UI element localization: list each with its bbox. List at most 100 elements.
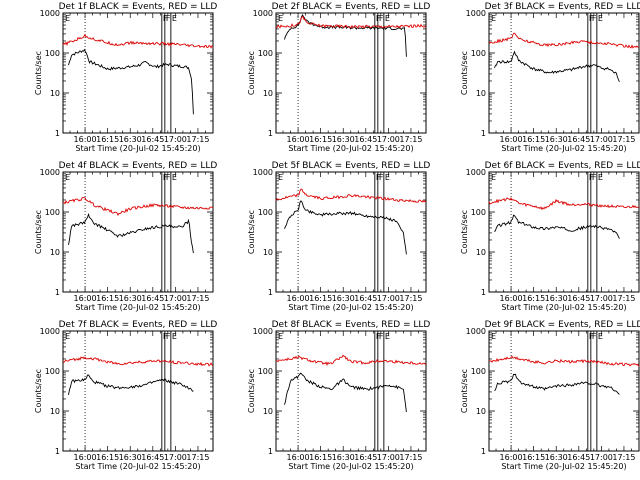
y-tick-label: 10	[50, 89, 60, 98]
y-tick-label: 100	[258, 208, 273, 217]
events-series-line	[284, 372, 407, 413]
y-tick-label: 10	[263, 89, 273, 98]
y-axis-label: Counts/sec	[460, 210, 469, 254]
annotation-label-f: F	[376, 173, 381, 182]
panel-3: Det 3f BLACK = Events, RED = LLD 1 10 100 10…	[460, 2, 640, 153]
y-axis-label: Counts/sec	[247, 369, 256, 413]
x-tick-label: 16:00	[287, 294, 310, 303]
x-tick-label: 16:30	[332, 453, 355, 462]
annotation-label-f: F	[379, 14, 384, 23]
annotation-label-f: F	[589, 14, 594, 23]
plot-frame	[275, 12, 427, 134]
lld-series-line	[62, 197, 214, 217]
annotation-label-f: F	[163, 332, 168, 341]
x-tick-label: 17:00	[590, 453, 613, 462]
x-tick-label: 16:45	[354, 294, 377, 303]
annotation-label-f: F	[592, 332, 597, 341]
x-tick-label: 17:15	[186, 135, 209, 144]
x-tick-label: 16:00	[287, 135, 310, 144]
annotation-label-f: F	[166, 14, 171, 23]
x-tick-label: 17:00	[377, 453, 400, 462]
x-tick-label: 16:00	[500, 294, 523, 303]
x-tick-label: 17:00	[590, 294, 613, 303]
plot-frame	[62, 12, 214, 134]
y-axis-label: Counts/sec	[34, 369, 43, 413]
y-tick-label: 100	[471, 49, 486, 58]
y-tick-label: 1000	[253, 9, 273, 18]
panel-title: Det 9f BLACK = Events, RED = LLD	[485, 320, 640, 330]
x-axis-label: Start Time (20-Jul-02 15:45:20)	[288, 462, 413, 471]
x-tick-label: 17:15	[612, 294, 635, 303]
x-tick-label: 16:30	[119, 453, 142, 462]
y-tick-label: 1	[268, 447, 273, 456]
x-axis-label: Start Time (20-Jul-02 15:45:20)	[75, 462, 200, 471]
lld-series-line	[488, 197, 640, 211]
events-series-line	[284, 200, 407, 255]
annotation-label-e: E	[65, 14, 70, 23]
y-tick-label: 1000	[40, 327, 60, 336]
x-tick-label: 16:30	[545, 135, 568, 144]
x-tick-label: 16:30	[332, 135, 355, 144]
x-tick-label: 17:15	[399, 453, 422, 462]
annotation-label-f: F	[166, 332, 171, 341]
y-axis-label: Counts/sec	[247, 51, 256, 95]
y-tick-label: 10	[476, 407, 486, 416]
lld-series-line	[488, 355, 640, 367]
x-tick-label: 16:30	[119, 135, 142, 144]
x-tick-label: 16:45	[567, 135, 590, 144]
panel-9: Det 9f BLACK = Events, RED = LLD 1 10 100 10…	[460, 320, 640, 471]
panel-1: Det 1f BLACK = Events, RED = LLD 1 10 100 10…	[34, 2, 217, 153]
panel-title: Det 2f BLACK = Events, RED = LLD	[272, 2, 431, 12]
y-tick-label: 100	[471, 367, 486, 376]
x-tick-label: 16:45	[354, 453, 377, 462]
panel-8: Det 8f BLACK = Events, RED = LLD 1 10 100 10…	[247, 320, 430, 471]
x-tick-label: 16:15	[96, 135, 119, 144]
annotation-label-e: E	[172, 332, 177, 341]
annotation-label-e: E	[172, 14, 177, 23]
lld-series-line	[275, 15, 427, 29]
annotation-label-f: F	[376, 332, 381, 341]
panel-5: Det 5f BLACK = Events, RED = LLD 1 10 100 10…	[247, 161, 430, 312]
x-tick-label: 17:00	[590, 135, 613, 144]
annotation-label-f: F	[376, 14, 381, 23]
annotation-label-e: E	[491, 332, 496, 341]
x-tick-label: 16:45	[354, 135, 377, 144]
x-axis-label: Start Time (20-Jul-02 15:45:20)	[501, 462, 626, 471]
panel-title: Det 1f BLACK = Events, RED = LLD	[59, 2, 218, 12]
x-axis-label: Start Time (20-Jul-02 15:45:20)	[288, 303, 413, 312]
lld-series-line	[275, 354, 427, 366]
annotation-label-e: E	[385, 332, 390, 341]
x-tick-label: 17:15	[186, 294, 209, 303]
plot-frame	[488, 171, 640, 293]
y-tick-label: 1000	[253, 327, 273, 336]
y-tick-label: 10	[263, 407, 273, 416]
x-tick-label: 17:15	[612, 135, 635, 144]
events-series-line	[494, 373, 620, 395]
panel-title: Det 6f BLACK = Events, RED = LLD	[485, 161, 640, 171]
y-tick-label: 100	[471, 208, 486, 217]
y-tick-label: 10	[263, 248, 273, 257]
x-tick-label: 17:00	[164, 294, 187, 303]
annotation-label-f: F	[592, 14, 597, 23]
x-tick-label: 17:00	[164, 453, 187, 462]
y-tick-label: 1	[481, 129, 486, 138]
x-tick-label: 17:00	[377, 294, 400, 303]
y-tick-label: 1	[268, 129, 273, 138]
y-tick-label: 100	[45, 367, 60, 376]
annotation-label-e: E	[385, 14, 390, 23]
annotation-label-f: F	[589, 173, 594, 182]
y-tick-label: 1000	[40, 9, 60, 18]
lld-series-line	[488, 32, 640, 49]
y-tick-label: 100	[45, 49, 60, 58]
y-tick-label: 1	[268, 288, 273, 297]
panel-2: Det 2f BLACK = Events, RED = LLD 1 10 100 10…	[247, 2, 430, 153]
annotation-label-f: F	[163, 173, 168, 182]
annotation-label-e: E	[491, 173, 496, 182]
x-tick-label: 16:00	[74, 294, 97, 303]
x-axis-label: Start Time (20-Jul-02 15:45:20)	[288, 144, 413, 153]
y-tick-label: 100	[45, 208, 60, 217]
x-tick-label: 16:00	[74, 453, 97, 462]
x-tick-label: 16:15	[309, 453, 332, 462]
x-tick-label: 16:30	[545, 294, 568, 303]
